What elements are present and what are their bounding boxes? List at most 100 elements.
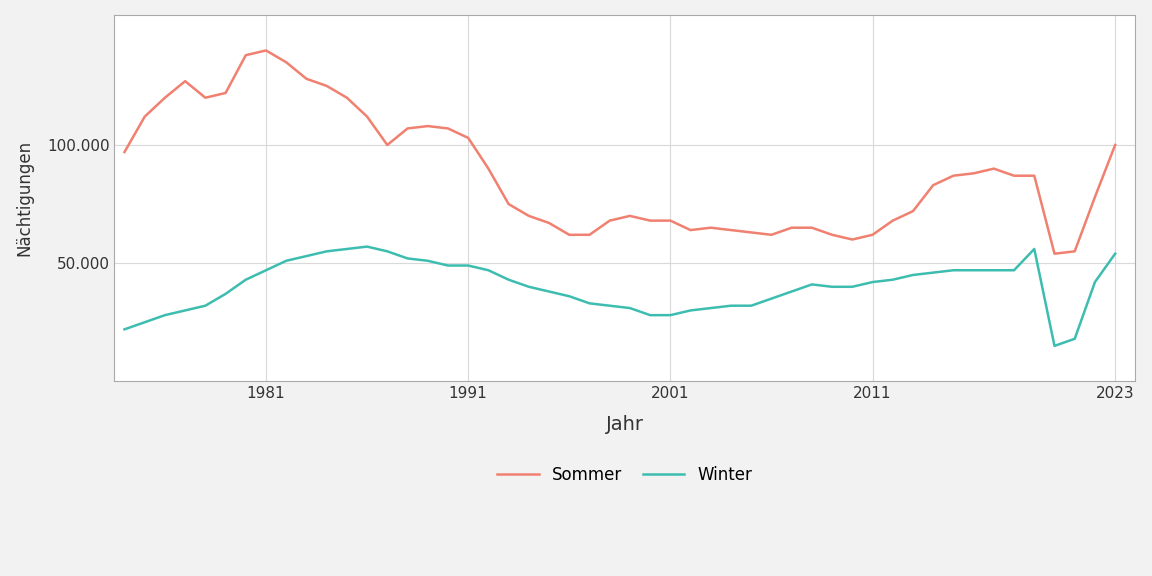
Winter: [219, 290, 233, 297]
Winter: [1028, 245, 1041, 252]
Sommer: [967, 170, 980, 177]
Sommer: [1028, 172, 1041, 179]
Line: Winter: Winter: [124, 247, 1115, 346]
Sommer: [765, 232, 779, 238]
Winter: [1087, 279, 1101, 286]
Sommer: [138, 113, 152, 120]
Sommer: [482, 165, 495, 172]
Winter: [583, 300, 597, 307]
Sommer: [623, 213, 637, 219]
Sommer: [238, 52, 252, 59]
Winter: [198, 302, 212, 309]
Winter: [744, 302, 758, 309]
Y-axis label: Nächtigungen: Nächtigungen: [15, 140, 33, 256]
Winter: [279, 257, 293, 264]
Winter: [118, 326, 131, 333]
Winter: [704, 305, 718, 312]
Sommer: [219, 89, 233, 96]
Legend: Sommer, Winter: Sommer, Winter: [491, 459, 759, 490]
Winter: [138, 319, 152, 325]
Winter: [967, 267, 980, 274]
X-axis label: Jahr: Jahr: [606, 415, 644, 434]
Sommer: [320, 82, 334, 89]
Sommer: [664, 217, 677, 224]
Winter: [664, 312, 677, 319]
Winter: [886, 276, 900, 283]
Sommer: [926, 181, 940, 188]
Winter: [987, 267, 1001, 274]
Sommer: [543, 219, 556, 226]
Sommer: [683, 226, 697, 233]
Sommer: [1087, 194, 1101, 200]
Sommer: [846, 236, 859, 243]
Winter: [320, 248, 334, 255]
Sommer: [461, 134, 475, 141]
Sommer: [704, 224, 718, 231]
Winter: [441, 262, 455, 269]
Sommer: [583, 232, 597, 238]
Sommer: [441, 125, 455, 132]
Sommer: [562, 232, 576, 238]
Winter: [865, 279, 879, 286]
Winter: [926, 269, 940, 276]
Sommer: [947, 172, 961, 179]
Sommer: [805, 224, 819, 231]
Winter: [623, 305, 637, 312]
Sommer: [118, 149, 131, 156]
Winter: [1047, 342, 1061, 349]
Sommer: [158, 94, 172, 101]
Sommer: [340, 94, 354, 101]
Sommer: [865, 232, 879, 238]
Winter: [361, 243, 374, 250]
Winter: [158, 312, 172, 319]
Sommer: [1108, 142, 1122, 149]
Sommer: [259, 47, 273, 54]
Sommer: [279, 59, 293, 66]
Winter: [522, 283, 536, 290]
Winter: [846, 283, 859, 290]
Sommer: [179, 78, 192, 85]
Winter: [401, 255, 415, 262]
Winter: [482, 267, 495, 274]
Sommer: [744, 229, 758, 236]
Sommer: [602, 217, 616, 224]
Winter: [1108, 250, 1122, 257]
Winter: [259, 267, 273, 274]
Winter: [643, 312, 657, 319]
Sommer: [300, 75, 313, 82]
Sommer: [420, 123, 434, 130]
Winter: [340, 245, 354, 252]
Winter: [1068, 335, 1082, 342]
Winter: [461, 262, 475, 269]
Sommer: [1068, 248, 1082, 255]
Winter: [765, 295, 779, 302]
Winter: [602, 302, 616, 309]
Sommer: [1007, 172, 1021, 179]
Winter: [1007, 267, 1021, 274]
Winter: [947, 267, 961, 274]
Sommer: [401, 125, 415, 132]
Sommer: [987, 165, 1001, 172]
Winter: [502, 276, 516, 283]
Winter: [785, 288, 798, 295]
Sommer: [725, 226, 738, 233]
Sommer: [522, 213, 536, 219]
Sommer: [361, 113, 374, 120]
Winter: [683, 307, 697, 314]
Winter: [300, 253, 313, 260]
Winter: [825, 283, 839, 290]
Winter: [380, 248, 394, 255]
Winter: [805, 281, 819, 288]
Winter: [543, 288, 556, 295]
Sommer: [198, 94, 212, 101]
Winter: [562, 293, 576, 300]
Sommer: [886, 217, 900, 224]
Winter: [420, 257, 434, 264]
Sommer: [785, 224, 798, 231]
Winter: [179, 307, 192, 314]
Sommer: [907, 208, 920, 215]
Sommer: [502, 200, 516, 207]
Winter: [238, 276, 252, 283]
Winter: [907, 271, 920, 278]
Winter: [725, 302, 738, 309]
